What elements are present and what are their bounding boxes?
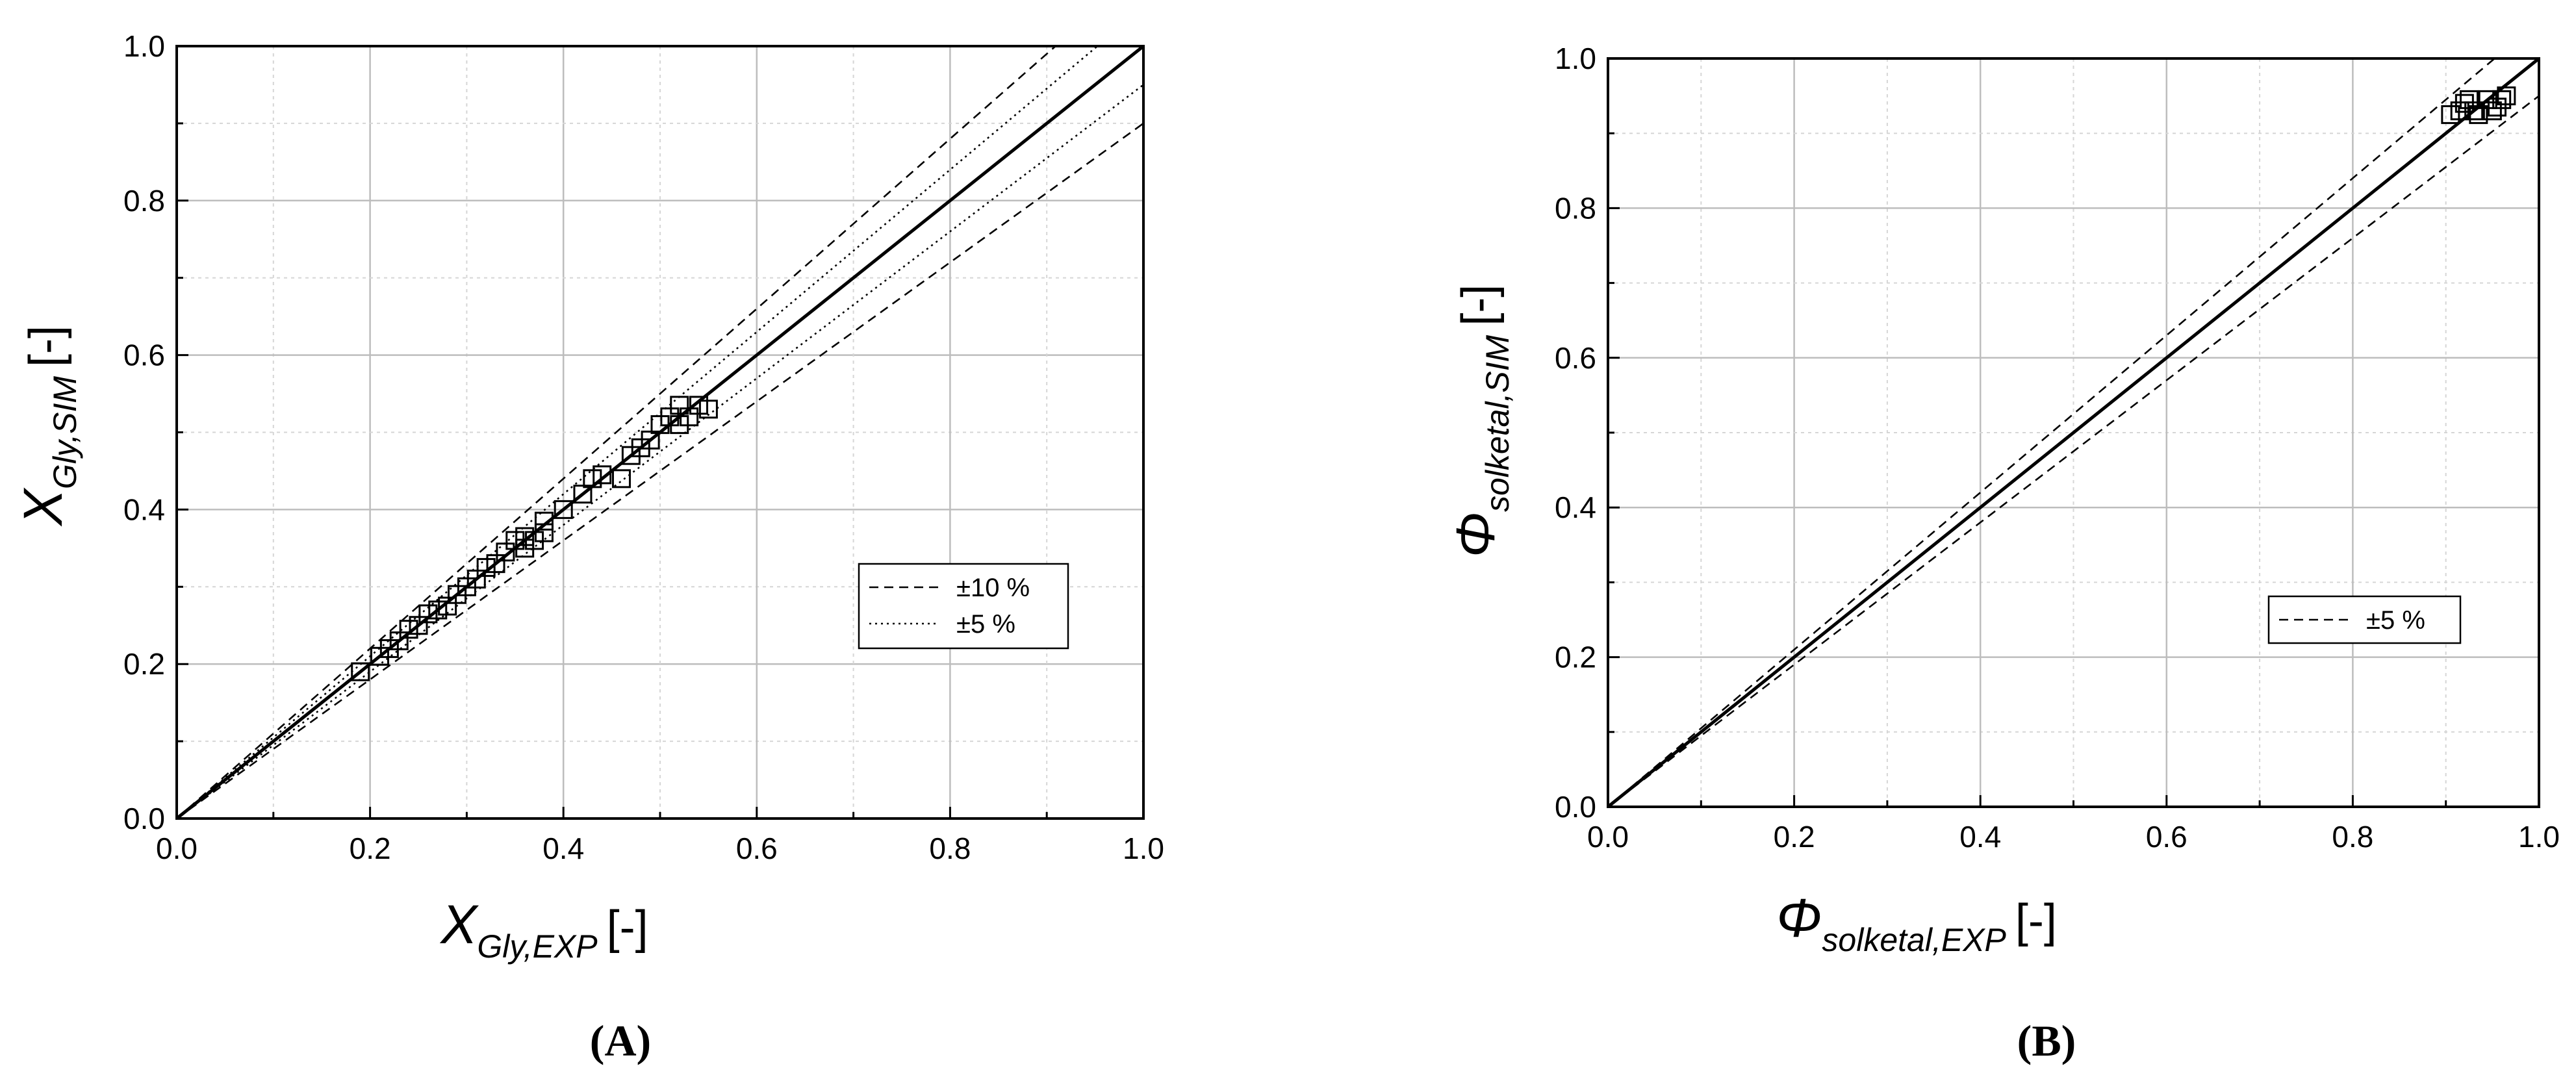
x-tick-label: 0.2 [350, 831, 391, 865]
data-point [698, 400, 718, 419]
x-axis-label-unit: [-] [607, 902, 648, 954]
data-point [466, 569, 486, 589]
data-point [389, 631, 409, 651]
panel-label: (B) [2017, 1016, 2076, 1065]
y-axis-label: Φsolketal,SIM [-] [1445, 285, 1516, 558]
y-axis-label-subscript: Gly,SIM [47, 376, 83, 489]
y-tick-label: 0.0 [1555, 790, 1596, 824]
deviation-line-dashed [1608, 58, 2496, 807]
y-tick-label: 0.8 [1555, 191, 1596, 225]
data-point [515, 527, 535, 546]
data-point [573, 485, 593, 504]
deviation-line-dotted [177, 84, 1143, 819]
y-tick-label: 1.0 [1555, 42, 1596, 75]
y-axis-label-subscript: solketal,SIM [1479, 335, 1516, 512]
legend-label: ±5 % [2366, 606, 2425, 635]
grid [177, 46, 1143, 819]
data-point [351, 662, 370, 681]
y-tick-label: 0.6 [1555, 341, 1596, 375]
data-points [2441, 86, 2516, 124]
data-points [351, 396, 718, 681]
legend-label: ±5 % [956, 610, 1015, 639]
y-tick-label: 0.2 [1555, 641, 1596, 674]
x-axis-label-subscript: Gly,EXP [477, 928, 598, 965]
data-point [2497, 86, 2516, 106]
chart-a: 0.0 0.2 0.4 0.6 0.8 1.00.00.20.40.60.81.0XGly… [12, 29, 1164, 1065]
x-tick-label: 0.4 [1959, 820, 2001, 854]
y-tick-label: 0.6 [123, 338, 165, 372]
x-tick-label: 1.0 [1123, 831, 1164, 865]
y-tick-label: 0.4 [123, 492, 165, 526]
data-point [486, 554, 505, 574]
y-tick-label: 0.2 [123, 647, 165, 681]
x-tick-labels: 0.0 0.2 0.4 0.6 0.8 1.0 [1587, 820, 2560, 854]
y-axis-label-symbol: X [12, 487, 73, 527]
panel-label: (A) [590, 1016, 651, 1065]
x-tick-label: 0.4 [542, 831, 584, 865]
data-point [2464, 101, 2484, 121]
y-tick-label: 0.0 [123, 802, 165, 835]
y-tick-labels: 0.0 0.2 0.4 0.6 0.8 1.0 [1555, 42, 1596, 824]
data-point [593, 465, 612, 485]
data-point [496, 542, 515, 562]
data-point [534, 523, 554, 542]
x-tick-label: 0.6 [2146, 820, 2187, 854]
x-tick-label: 0.6 [736, 831, 778, 865]
legend: ±10 % ±5 % [858, 563, 1069, 650]
x-axis-label-unit: [-] [2015, 895, 2057, 947]
data-point [583, 469, 602, 489]
parity-line [1608, 58, 2539, 807]
data-point [399, 620, 418, 639]
x-tick-label: 0.0 [1587, 820, 1629, 854]
data-point [438, 596, 457, 616]
data-point [670, 396, 689, 415]
y-tick-label: 1.0 [123, 29, 165, 63]
x-axis-label-symbol: Φ [1776, 887, 1822, 948]
y-tick-label: 0.4 [1555, 490, 1596, 524]
x-axis-label: XGly,EXP [-] [439, 894, 648, 965]
x-tick-label: 1.0 [2518, 820, 2560, 854]
ticks [175, 45, 1145, 820]
data-point [409, 616, 428, 635]
data-point [611, 469, 631, 489]
y-tick-labels: 0.0 0.2 0.4 0.6 0.8 1.0 [123, 29, 165, 835]
y-axis-label: XGly,SIM [-] [12, 325, 83, 527]
deviation-line-dashed [177, 46, 1057, 819]
x-tick-labels: 0.0 0.2 0.4 0.6 0.8 1.0 [156, 831, 1164, 865]
y-axis-label-unit: [-] [1453, 285, 1505, 326]
deviation-line-dashed [177, 122, 1143, 819]
ticks [1607, 57, 2540, 808]
data-point [641, 430, 660, 450]
data-point [680, 407, 699, 427]
x-tick-label: 0.8 [2332, 820, 2373, 854]
data-point [2492, 90, 2512, 109]
x-tick-label: 0.2 [1774, 820, 1815, 854]
x-tick-label: 0.0 [156, 831, 198, 865]
legend-label: ±10 % [956, 574, 1030, 602]
data-point [418, 604, 438, 624]
x-axis-label: Φsolketal,EXP [-] [1776, 887, 2057, 958]
y-tick-label: 0.8 [123, 184, 165, 218]
y-axis-label-unit: [-] [20, 325, 72, 367]
data-point [476, 558, 496, 578]
data-point [534, 511, 554, 531]
data-point [428, 600, 448, 620]
data-point [689, 396, 709, 415]
x-axis-label-subscript: solketal,EXP [1822, 922, 2006, 958]
x-axis-label-symbol: X [439, 894, 479, 955]
deviation-line-dashed [1608, 95, 2539, 807]
data-point [554, 500, 573, 519]
legend: ±5 % [2267, 595, 2462, 644]
x-tick-label: 0.8 [929, 831, 971, 865]
chart-b: 0.0 0.2 0.4 0.6 0.8 1.0 0.0 0.2 0.4 0.6 0.8 1.0 Φsol… [1445, 42, 2560, 1065]
y-axis-label-symbol: Φ [1445, 512, 1506, 557]
legend-box [858, 563, 1069, 650]
reference-lines [1608, 58, 2539, 807]
